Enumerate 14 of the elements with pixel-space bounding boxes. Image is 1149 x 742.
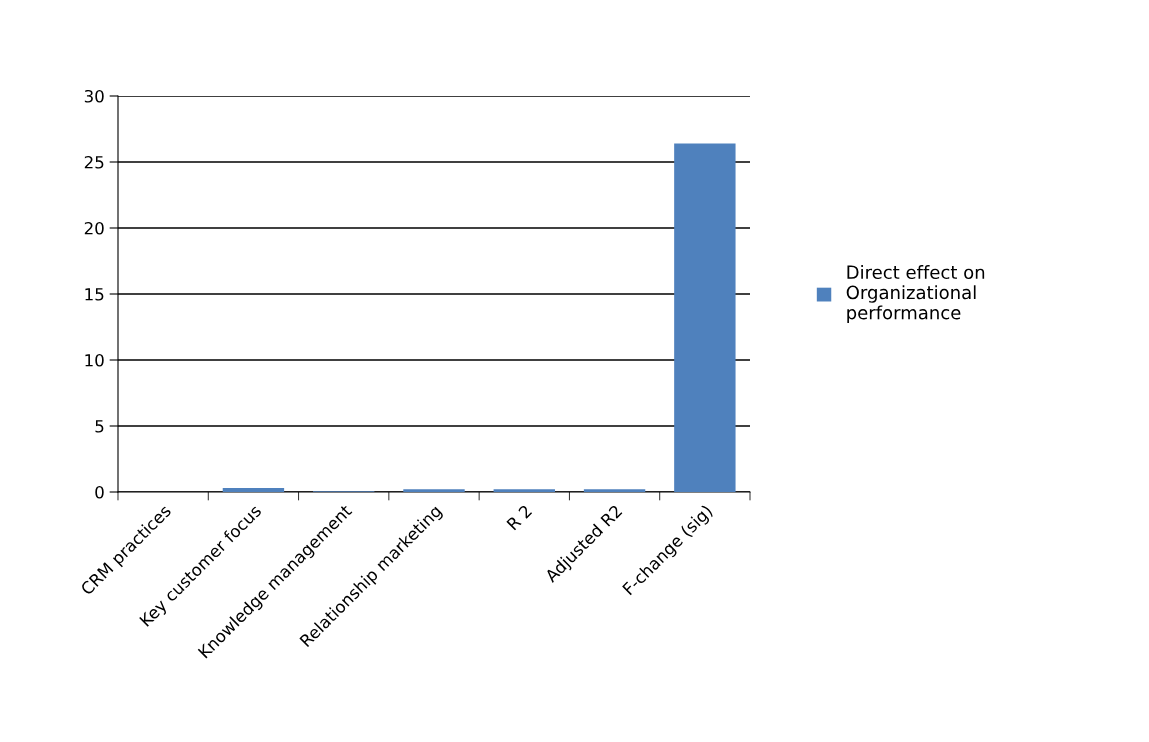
y-tick-label: 25: [84, 155, 104, 169]
y-tick-label: 5: [95, 420, 104, 433]
y-tick-label: 20: [84, 221, 104, 235]
y-tick-label: 30: [84, 89, 104, 103]
legend-label: Direct effect on Organizational performance: [846, 265, 985, 323]
bar: [493, 489, 555, 492]
y-tick-label: 10: [85, 353, 104, 367]
x-tick-label: R 2: [506, 504, 533, 531]
bar: [583, 489, 646, 492]
bar: [674, 143, 736, 492]
y-tick-label: 15: [85, 288, 104, 301]
bar: [403, 489, 465, 492]
y-tick-label: 0: [95, 485, 104, 499]
bar: [222, 488, 285, 492]
